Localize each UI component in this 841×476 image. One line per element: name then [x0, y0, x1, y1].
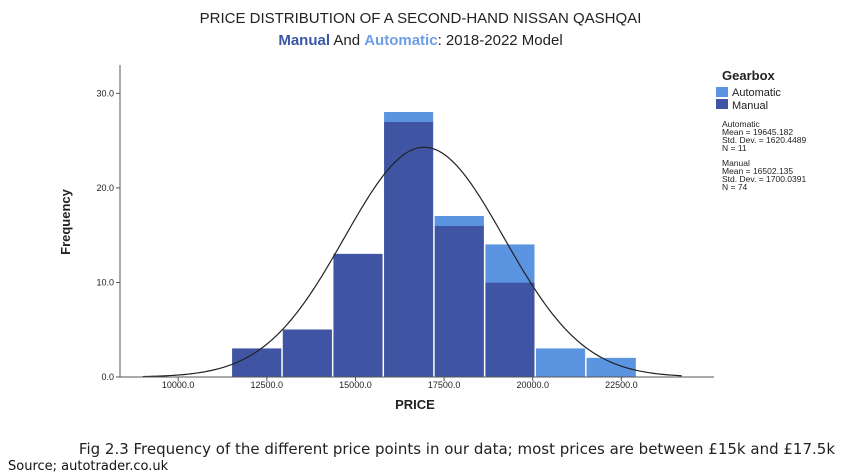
legend-stat-0-3: N = 11 — [722, 143, 747, 153]
y-axis-label: Frequency — [58, 188, 73, 255]
y-tick-label-0: 0.0 — [101, 372, 114, 382]
bar-manual-3 — [384, 121, 434, 378]
x-tick-label-0: 10000.0 — [162, 380, 195, 390]
legend-label-manual: Manual — [732, 100, 768, 112]
legend-swatch-manual — [716, 99, 728, 109]
bar-manual-4 — [434, 225, 484, 378]
legend-stat-0-1: Mean = 19645.182 — [722, 127, 793, 137]
legend-stat-1-2: Std. Dev. = 1700.0391 — [722, 174, 806, 184]
legend-title: Gearbox — [722, 68, 776, 83]
bar-automatic-4 — [434, 216, 484, 226]
normal-curve — [142, 146, 682, 378]
x-tick-label-2: 15000.0 — [339, 380, 372, 390]
legend-stat-0-2: Std. Dev. = 1620.4489 — [722, 135, 806, 145]
bar-manual-5 — [485, 282, 535, 378]
legend-swatch-automatic — [716, 87, 728, 97]
legend-label-automatic: Automatic — [732, 87, 781, 99]
y-tick-label-1: 10.0 — [96, 277, 114, 287]
legend-stat-0-0: Automatic — [722, 119, 761, 129]
legend-stat-1-0: Manual — [722, 158, 750, 168]
chart-subtitle: Manual And Automatic: 2018-2022 Model — [0, 32, 841, 49]
chart-title: PRICE DISTRIBUTION OF A SECOND-HAND NISS… — [199, 10, 642, 27]
bar-automatic-3 — [384, 112, 434, 122]
x-tick-label-3: 17500.0 — [428, 380, 461, 390]
x-tick-label-5: 22500.0 — [605, 380, 638, 390]
y-tick-label-3: 30.0 — [96, 88, 114, 98]
subtitle-automatic: Automatic — [364, 32, 438, 49]
subtitle-manual: Manual — [278, 32, 331, 49]
x-tick-label-1: 12500.0 — [251, 380, 284, 390]
figure-caption: Fig 2.3 Frequency of the different price… — [78, 440, 835, 458]
subtitle-and: And — [330, 32, 365, 49]
x-tick-label-4: 20000.0 — [516, 380, 549, 390]
source-note: Source; autotrader.co.uk — [8, 459, 169, 474]
legend-stat-1-1: Mean = 16502.135 — [722, 166, 793, 176]
y-tick-label-2: 20.0 — [96, 183, 114, 193]
subtitle-rest: : 2018-2022 Model — [437, 32, 563, 49]
legend-stat-1-3: N = 74 — [722, 182, 748, 192]
bar-automatic-7 — [586, 357, 636, 378]
bar-manual-0 — [232, 348, 282, 378]
x-axis-label: PRICE — [395, 397, 435, 412]
bar-manual-2 — [333, 253, 383, 378]
bar-manual-1 — [282, 329, 332, 378]
bar-automatic-6 — [535, 348, 586, 378]
